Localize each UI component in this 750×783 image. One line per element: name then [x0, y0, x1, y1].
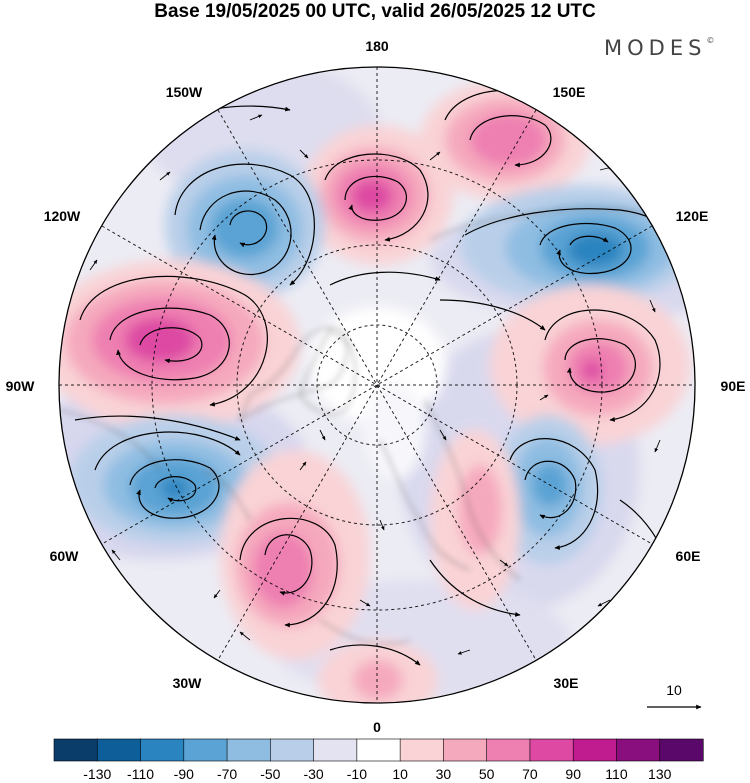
colorbar-swatch	[53, 738, 98, 762]
colorbar-tick-label: -70	[217, 766, 237, 782]
colorbar-swatch	[443, 738, 488, 762]
brand-logo: MODES©	[604, 36, 715, 60]
colorbar-swatch	[486, 738, 531, 762]
lon-label-30w: 30W	[173, 675, 203, 691]
colorbar-swatch	[183, 738, 228, 762]
coastlines	[59, 207, 671, 645]
lon-label-60e: 60E	[676, 548, 701, 564]
reference-vector: 10	[647, 682, 702, 710]
graticule	[59, 67, 695, 703]
colorbar-tick-label: -90	[174, 766, 194, 782]
colorbar-swatch	[226, 738, 271, 762]
colorbar-tick-label: -50	[260, 766, 280, 782]
lon-label-120e: 120E	[676, 208, 709, 224]
map-title: Base 19/05/2025 00 UTC, valid 26/05/2025…	[154, 1, 596, 22]
colorbar-tick-label: 10	[392, 766, 408, 782]
colorbar-tick-label: 30	[436, 766, 452, 782]
colorbar-swatch	[572, 738, 618, 762]
colorbar-tick-label: 50	[479, 766, 495, 782]
lon-label-60w: 60W	[50, 548, 80, 564]
map-disc	[59, 67, 695, 703]
anomaly-shading	[59, 67, 695, 703]
colorbar-tick-label: -130	[83, 766, 111, 782]
colorbar: -130 -110 -90 -70 -50 -30 -10 10 30 50 70 90 110 130	[53, 738, 704, 782]
lon-label-90w: 90W	[6, 378, 36, 394]
colorbar-swatch	[616, 738, 661, 762]
colorbar-tick-label: 70	[522, 766, 538, 782]
colorbar-swatch	[313, 738, 358, 762]
lon-label-90e: 90E	[721, 378, 746, 394]
colorbar-tick-label: -110	[127, 766, 154, 782]
colorbar-tick-label: 90	[565, 766, 581, 782]
colorbar-swatch	[659, 738, 704, 762]
lon-label-150e: 150E	[553, 84, 586, 100]
colorbar-swatch	[356, 738, 401, 762]
lon-label-150w: 150W	[166, 84, 203, 100]
map-border	[58, 66, 696, 704]
lon-label-0: 0	[373, 719, 381, 735]
colorbar-tick-label: 130	[648, 766, 672, 782]
lon-label-180: 180	[365, 38, 389, 54]
colorbar-swatch	[399, 738, 445, 762]
longitude-labels: 180 150E 120E 90E 60E 30E 0 30W 60W 90W …	[6, 38, 746, 735]
colorbar-swatch	[96, 738, 142, 762]
colorbar-swatch	[270, 738, 315, 762]
lon-label-30e: 30E	[554, 675, 579, 691]
colorbar-tick-label: -30	[303, 766, 323, 782]
colorbar-tick-label: -10	[347, 766, 367, 782]
colorbar-swatch	[140, 738, 185, 762]
reference-vector-value: 10	[666, 682, 682, 698]
lon-label-120w: 120W	[44, 208, 81, 224]
colorbar-tick-label: 110	[605, 766, 628, 782]
colorbar-swatch	[529, 738, 574, 762]
